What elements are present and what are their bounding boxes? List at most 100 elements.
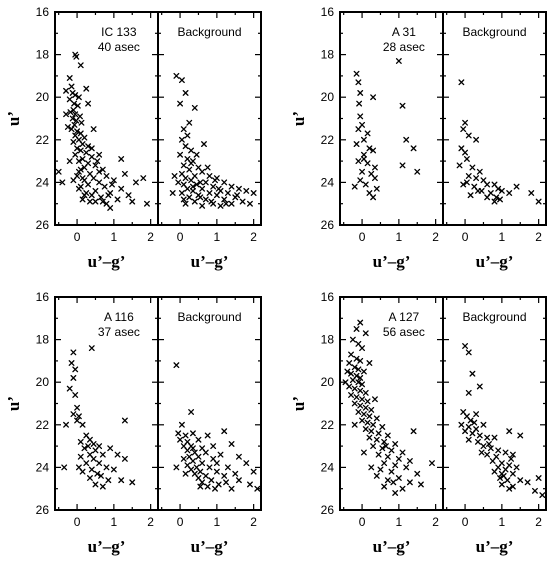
data-point xyxy=(85,143,92,150)
data-point xyxy=(458,79,465,86)
data-point xyxy=(395,475,402,481)
data-point xyxy=(81,445,88,452)
data-point xyxy=(90,455,97,462)
data-point xyxy=(73,53,80,60)
data-point xyxy=(370,443,377,450)
data-point xyxy=(206,190,213,196)
x-axis-title: u’–g’ xyxy=(191,537,229,556)
data-point xyxy=(92,481,99,488)
panel-label-background: Background xyxy=(462,310,526,324)
data-point xyxy=(90,175,97,182)
data-point xyxy=(210,443,217,450)
y-tick-label: 22 xyxy=(36,418,50,432)
data-point xyxy=(64,124,71,130)
data-point xyxy=(467,417,474,424)
data-point xyxy=(103,173,110,179)
data-point xyxy=(188,147,195,154)
x-tick-label: 2 xyxy=(432,515,439,529)
data-point xyxy=(366,434,373,441)
data-point xyxy=(535,475,542,481)
data-point xyxy=(189,430,196,437)
data-point xyxy=(189,187,196,194)
data-point xyxy=(517,477,524,484)
data-point xyxy=(375,451,382,458)
data-point xyxy=(497,196,503,203)
data-point xyxy=(186,166,193,173)
data-point xyxy=(182,89,189,96)
data-point xyxy=(79,196,86,203)
data-point xyxy=(524,479,531,486)
data-point xyxy=(364,398,371,405)
data-point xyxy=(497,475,503,481)
data-point xyxy=(191,198,198,205)
x-tick-label: 0 xyxy=(74,230,81,244)
data-point xyxy=(68,126,75,133)
panel-label-line: 28 asec xyxy=(383,40,425,54)
data-point xyxy=(85,181,92,188)
data-point xyxy=(370,147,377,154)
data-point xyxy=(458,421,465,428)
data-point xyxy=(182,143,189,150)
data-point xyxy=(206,464,213,471)
y-tick-label: 26 xyxy=(321,218,335,232)
x-tick-label: 0 xyxy=(177,515,184,529)
data-point xyxy=(381,483,388,490)
data-point xyxy=(193,151,200,158)
data-point xyxy=(88,192,95,199)
data-point xyxy=(180,126,187,133)
data-point xyxy=(96,179,103,186)
data-point xyxy=(473,175,480,182)
data-point xyxy=(171,173,178,179)
data-point xyxy=(406,458,413,464)
data-point xyxy=(403,464,410,471)
data-point xyxy=(495,447,502,454)
data-point xyxy=(125,192,132,199)
data-point xyxy=(96,168,103,175)
data-point xyxy=(362,389,369,396)
data-point xyxy=(528,190,535,196)
x-tick-label: 1 xyxy=(499,515,506,529)
data-point xyxy=(68,83,75,90)
data-point xyxy=(379,445,386,452)
data-point xyxy=(463,156,470,162)
x-tick-label: 0 xyxy=(359,230,366,244)
x-axis-title: u’–g’ xyxy=(191,252,229,271)
data-point xyxy=(486,441,492,447)
x-tick-label: 0 xyxy=(462,230,469,244)
y-axis-title: u’ xyxy=(4,111,23,126)
data-point xyxy=(465,132,472,139)
data-point xyxy=(351,183,358,190)
data-point xyxy=(355,158,362,165)
data-point xyxy=(476,383,483,390)
data-point xyxy=(235,185,242,192)
data-point xyxy=(98,194,104,201)
data-point xyxy=(250,190,257,196)
data-point xyxy=(186,194,193,201)
data-point xyxy=(375,430,382,437)
data-point xyxy=(410,428,417,435)
data-point xyxy=(202,472,209,479)
data-point xyxy=(92,447,99,454)
data-point xyxy=(186,119,193,126)
data-point xyxy=(88,345,95,352)
data-point xyxy=(66,158,73,165)
data-point xyxy=(493,194,500,201)
data-point xyxy=(509,451,516,458)
data-point xyxy=(357,89,364,96)
data-point xyxy=(384,432,391,439)
data-point xyxy=(79,421,86,428)
data-point xyxy=(110,466,117,473)
x-tick-label: 0 xyxy=(74,515,81,529)
data-point xyxy=(469,430,476,437)
x-tick-label: 1 xyxy=(111,230,118,244)
data-point xyxy=(208,198,215,205)
data-point xyxy=(199,460,206,467)
y-tick-label: 20 xyxy=(36,90,50,104)
data-point xyxy=(377,466,384,473)
data-point xyxy=(74,404,81,411)
data-point xyxy=(79,156,86,162)
x-tick-label: 1 xyxy=(214,230,221,244)
data-point xyxy=(217,202,224,209)
data-point xyxy=(195,453,202,460)
